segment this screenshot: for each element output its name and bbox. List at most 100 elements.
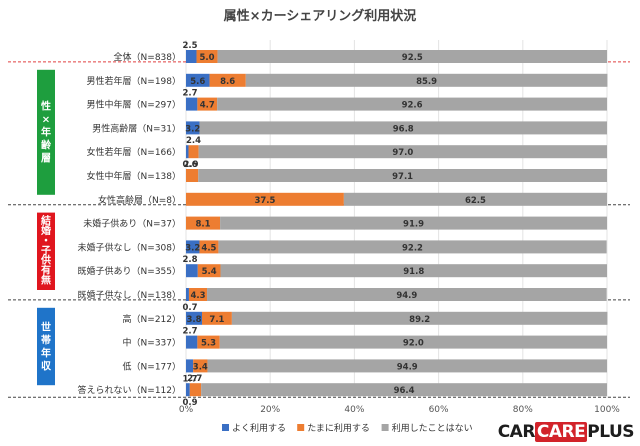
- x-tick-label: 60%: [429, 405, 449, 415]
- x-tick-label: 80%: [513, 405, 533, 415]
- bar-segment: [186, 97, 198, 111]
- category-label: 既婚子供あり（N=355）: [78, 265, 181, 277]
- group-label: 子: [41, 245, 51, 257]
- group-label: 性: [40, 100, 51, 113]
- data-label: 0.6: [182, 160, 197, 170]
- legend-swatch: [222, 424, 229, 431]
- data-label: 37.5: [254, 196, 275, 206]
- data-label: 2.5: [182, 41, 197, 51]
- legend-swatch: [381, 424, 389, 431]
- bar-segment: [186, 288, 189, 301]
- category-label: 男性高齢層（N=31）: [92, 122, 181, 134]
- data-label: 91.8: [403, 267, 424, 277]
- bar-segment: [186, 145, 189, 159]
- group-label: 供: [40, 254, 51, 267]
- bar-segment: [196, 50, 218, 63]
- data-label: 94.9: [397, 362, 418, 372]
- data-label: 4.3: [190, 291, 205, 301]
- bar-segment: [197, 264, 221, 278]
- data-label: 5.0: [200, 53, 215, 63]
- data-label: 92.0: [403, 339, 424, 349]
- bar-segment: [189, 383, 202, 397]
- data-label: 5.6: [190, 77, 205, 87]
- bar-segment: [231, 311, 608, 325]
- bar-segment: [186, 335, 198, 349]
- data-label: 4.5: [201, 243, 216, 253]
- bar-segment: [186, 121, 200, 135]
- bar-segment: [220, 264, 607, 278]
- group-label: 無: [41, 274, 51, 287]
- category-label: 低（N=177）: [123, 360, 181, 372]
- data-label: 3.8: [186, 315, 201, 325]
- group-label: 世: [41, 320, 51, 333]
- group-label: 有: [41, 264, 51, 277]
- bar-segment: [197, 97, 218, 111]
- bar-segment: [201, 383, 607, 397]
- data-label: 85.9: [416, 77, 437, 87]
- bar-segment: [201, 311, 232, 325]
- bar-segment: [186, 73, 210, 87]
- category-label: 女性高齢層（N=8）: [98, 194, 181, 206]
- bar-segment: [219, 335, 607, 349]
- data-label: 3.4: [193, 362, 208, 372]
- data-label: 5.4: [202, 267, 217, 277]
- data-label: 96.8: [393, 124, 414, 134]
- group-label: 婚: [41, 224, 51, 237]
- bar-segment: [343, 192, 607, 206]
- group-label: 収: [41, 360, 52, 372]
- legend-label: たまに利用する: [307, 422, 370, 434]
- brand-logo: CAR CARE PLUS: [497, 422, 634, 442]
- legend-swatch: [297, 424, 305, 431]
- data-label: 2.7: [187, 374, 202, 384]
- data-label: 8.6: [220, 77, 235, 87]
- category-label: 高（N=212）: [123, 313, 181, 325]
- data-label: 4.7: [200, 101, 215, 111]
- bar-segment: [209, 73, 246, 87]
- data-label: 62.5: [465, 196, 486, 206]
- bar-segment: [220, 216, 607, 230]
- data-label: 5.3: [201, 339, 216, 349]
- bar-segment: [197, 335, 220, 349]
- group-label: 結: [41, 214, 51, 227]
- group-label: 齢: [41, 139, 52, 152]
- data-label: 2.7: [182, 327, 197, 337]
- bar-segment: [198, 169, 608, 182]
- bar-segment: [207, 288, 607, 301]
- data-label: 2.7: [182, 89, 197, 99]
- data-label: 92.2: [402, 243, 423, 253]
- bar-segment: [186, 50, 197, 63]
- bar-segment: [186, 169, 199, 182]
- group-label: ×: [42, 115, 50, 126]
- data-label: 92.5: [402, 53, 423, 63]
- category-label: 男性中年層（N=297）: [87, 99, 181, 111]
- group-box: [37, 307, 55, 386]
- data-label: 2.4: [186, 136, 201, 146]
- bar-segment: [186, 264, 198, 278]
- category-label: 女性中年層（N=138）: [87, 170, 181, 182]
- bar-segment: [186, 383, 190, 397]
- group-label: 帯: [41, 333, 51, 346]
- legend-label: 利用したことはない: [392, 422, 473, 434]
- bar-segment: [218, 240, 607, 254]
- data-label: 8.1: [196, 220, 211, 230]
- x-tick-label: 0%: [179, 405, 194, 415]
- bar-segment: [186, 216, 221, 230]
- group-label: ・: [41, 236, 51, 247]
- category-label: 全体（N=838）: [114, 51, 181, 63]
- data-label: 1.7: [182, 374, 197, 384]
- bar-segment: [217, 50, 607, 63]
- data-label: 2.9: [183, 160, 198, 170]
- data-label: 97.0: [392, 148, 413, 158]
- group-label: 層: [41, 153, 51, 165]
- data-label: 7.1: [209, 315, 224, 325]
- data-label: 0.9: [182, 398, 197, 408]
- group-label: 年: [41, 126, 51, 139]
- group-box: [37, 212, 55, 290]
- chart-title: 属性×カーシェアリング利用状況: [224, 8, 417, 24]
- category-label: 既婚子供なし（N=138）: [78, 289, 181, 301]
- bar-segment: [199, 121, 608, 135]
- bar-segment: [193, 359, 208, 373]
- data-label: 89.2: [409, 315, 430, 325]
